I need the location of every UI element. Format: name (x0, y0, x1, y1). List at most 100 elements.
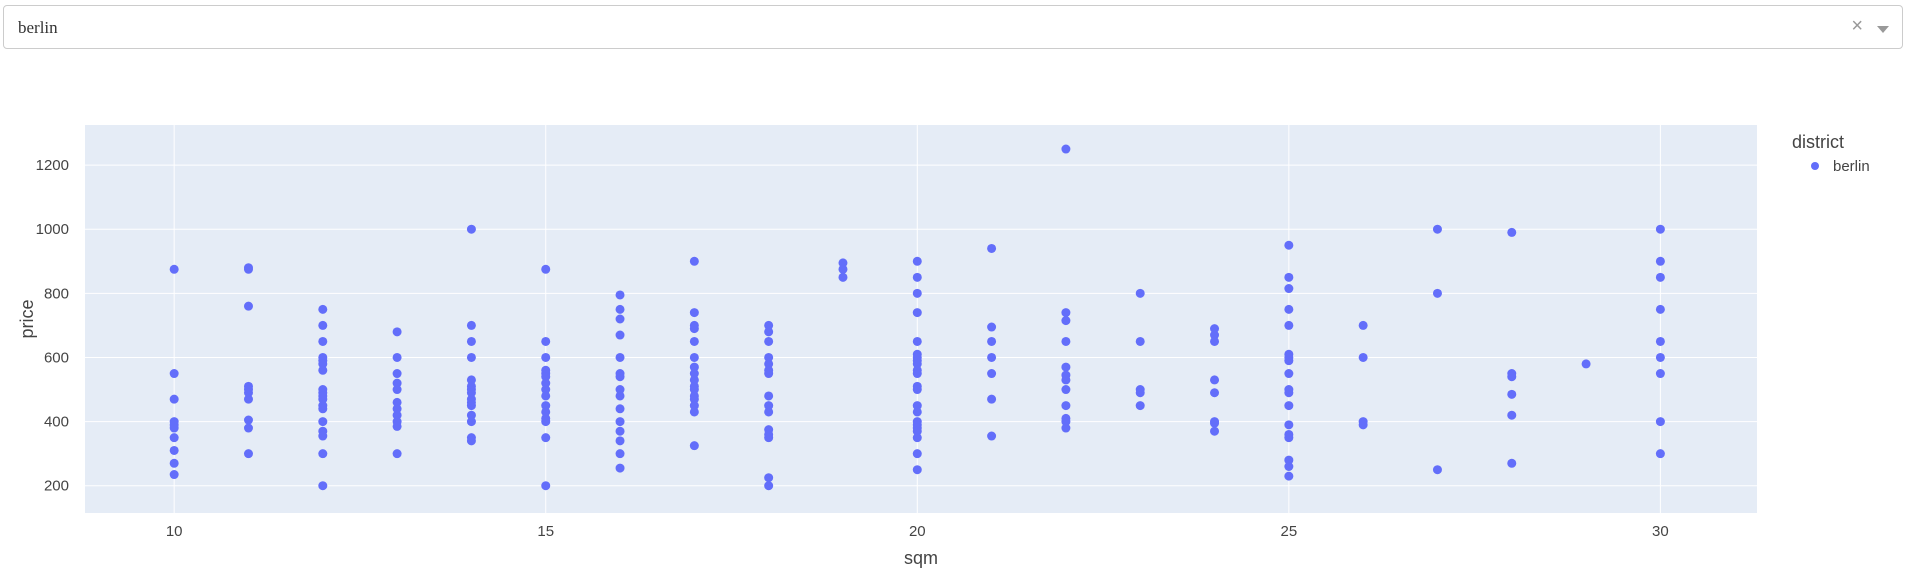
scatter-point[interactable] (615, 352, 625, 362)
scatter-point[interactable] (392, 352, 402, 362)
legend[interactable]: district berlin (1792, 132, 1870, 175)
scatter-point[interactable] (615, 404, 625, 414)
scatter-point[interactable] (243, 388, 253, 398)
scatter-point[interactable] (1284, 388, 1294, 398)
scatter-point[interactable] (1358, 320, 1368, 330)
scatter-point[interactable] (1284, 462, 1294, 472)
scatter-point[interactable] (541, 433, 551, 443)
scatter-point[interactable] (1210, 418, 1220, 428)
scatter-point[interactable] (1432, 465, 1442, 475)
scatter-point[interactable] (318, 336, 328, 346)
scatter-point[interactable] (987, 243, 997, 253)
scatter-point[interactable] (318, 320, 328, 330)
scatter-point[interactable] (689, 362, 699, 372)
scatter-point[interactable] (541, 352, 551, 362)
scatter-point[interactable] (689, 375, 699, 385)
scatter-point[interactable] (912, 465, 922, 475)
scatter-point[interactable] (1210, 426, 1220, 436)
scatter-point[interactable] (392, 369, 402, 379)
scatter-point[interactable] (1210, 330, 1220, 340)
scatter-point[interactable] (1061, 316, 1071, 326)
scatter-point[interactable] (764, 401, 774, 411)
scatter-point[interactable] (1655, 449, 1665, 459)
scatter-point[interactable] (764, 369, 774, 379)
scatter-point[interactable] (541, 417, 551, 427)
scatter-point[interactable] (392, 397, 402, 407)
scatter-point[interactable] (1210, 336, 1220, 346)
scatter-point[interactable] (169, 394, 179, 404)
scatter-point[interactable] (764, 336, 774, 346)
scatter-point[interactable] (987, 322, 997, 332)
scatter-point[interactable] (912, 407, 922, 417)
scatter-point[interactable] (1061, 336, 1071, 346)
scatter-point[interactable] (1061, 417, 1071, 427)
scatter-point[interactable] (1135, 336, 1145, 346)
scatter-point[interactable] (1061, 362, 1071, 372)
scatter-point[interactable] (764, 433, 774, 443)
scatter-point[interactable] (392, 449, 402, 459)
scatter-point[interactable] (912, 426, 922, 436)
scatter-point[interactable] (689, 441, 699, 451)
scatter-point[interactable] (615, 449, 625, 459)
scatter-point[interactable] (318, 365, 328, 375)
scatter-point[interactable] (392, 385, 402, 395)
chevron-down-icon[interactable] (1877, 26, 1889, 33)
scatter-point[interactable] (689, 308, 699, 318)
scatter-point[interactable] (1432, 288, 1442, 298)
scatter-point[interactable] (912, 433, 922, 443)
scatter-point[interactable] (764, 473, 774, 483)
scatter-point[interactable] (1284, 284, 1294, 294)
scatter-point[interactable] (987, 431, 997, 441)
scatter-point[interactable] (1061, 308, 1071, 318)
scatter-point[interactable] (169, 369, 179, 379)
scatter-point[interactable] (689, 256, 699, 266)
scatter-point[interactable] (541, 336, 551, 346)
scatter-point[interactable] (1507, 458, 1517, 468)
scatter-point[interactable] (541, 372, 551, 382)
scatter-point[interactable] (987, 369, 997, 379)
scatter-point[interactable] (318, 449, 328, 459)
scatter-point[interactable] (764, 407, 774, 417)
scatter-point[interactable] (912, 288, 922, 298)
district-dropdown[interactable]: berlin × (3, 5, 1903, 49)
scatter-point[interactable] (615, 463, 625, 473)
scatter-point[interactable] (764, 352, 774, 362)
scatter-point[interactable] (1061, 401, 1071, 411)
scatter-point[interactable] (1655, 352, 1665, 362)
scatter-point[interactable] (541, 385, 551, 395)
scatter-point[interactable] (169, 458, 179, 468)
scatter-point[interactable] (243, 423, 253, 433)
close-icon[interactable]: × (1851, 15, 1863, 37)
scatter-point[interactable] (912, 369, 922, 379)
scatter-point[interactable] (466, 224, 476, 234)
scatter-point[interactable] (1432, 224, 1442, 234)
scatter-point[interactable] (169, 423, 179, 433)
scatter-point[interactable] (987, 352, 997, 362)
scatter-point[interactable] (689, 394, 699, 404)
scatter-point[interactable] (1061, 144, 1071, 154)
scatter-point[interactable] (243, 415, 253, 425)
scatter-point[interactable] (1581, 359, 1591, 369)
scatter-point[interactable] (318, 431, 328, 441)
scatter-point[interactable] (466, 336, 476, 346)
scatter-point[interactable] (466, 352, 476, 362)
scatter-point[interactable] (1135, 401, 1145, 411)
scatter-point[interactable] (764, 359, 774, 369)
scatter-point[interactable] (838, 264, 848, 274)
scatter-point[interactable] (541, 378, 551, 388)
scatter-point[interactable] (689, 369, 699, 379)
scatter-point[interactable] (689, 336, 699, 346)
scatter-point[interactable] (1507, 389, 1517, 399)
scatter-point[interactable] (615, 314, 625, 324)
scatter-point[interactable] (466, 436, 476, 446)
scatter-point[interactable] (1284, 240, 1294, 250)
scatter-point[interactable] (1284, 356, 1294, 366)
scatter-point[interactable] (1358, 352, 1368, 362)
scatter-point[interactable] (689, 407, 699, 417)
scatter-point[interactable] (466, 410, 476, 420)
scatter-point[interactable] (615, 426, 625, 436)
scatter-point[interactable] (169, 445, 179, 455)
scatter-point[interactable] (615, 330, 625, 340)
scatter-point[interactable] (1655, 369, 1665, 379)
scatter-point[interactable] (1284, 272, 1294, 282)
